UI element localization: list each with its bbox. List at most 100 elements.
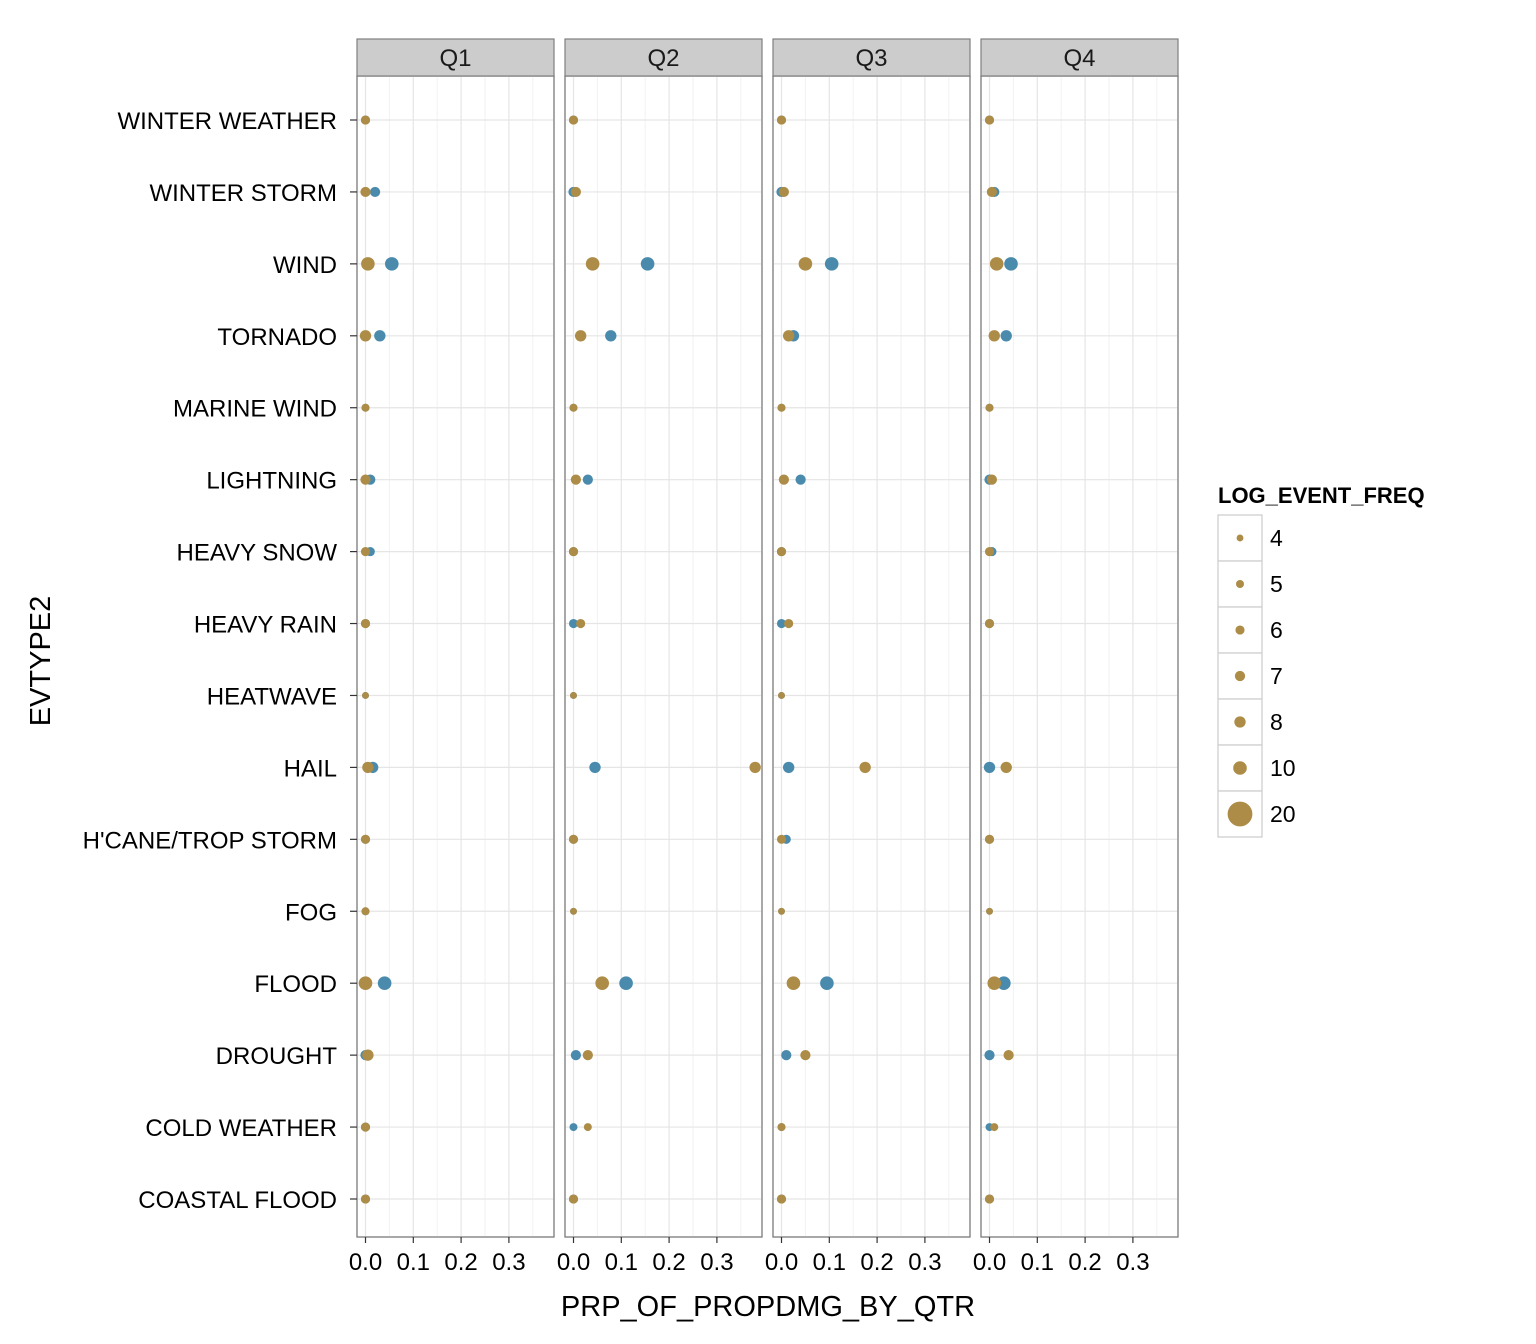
point-gold — [360, 1194, 371, 1204]
x-tick-label: 0.1 — [397, 1249, 430, 1276]
y-tick-label: HEAVY RAIN — [194, 612, 337, 639]
point-gold — [798, 257, 813, 271]
strip-background — [564, 38, 763, 77]
x-tick-label: 0.2 — [652, 1249, 685, 1276]
point-gold — [568, 834, 579, 844]
point-gold — [362, 761, 374, 774]
point-gold — [361, 257, 375, 271]
point-gold — [984, 834, 995, 844]
point-gold — [570, 474, 582, 485]
point-blue — [640, 257, 655, 271]
x-tick-label: 0.1 — [813, 1249, 846, 1276]
y-tick-label: WIND — [273, 252, 337, 279]
facet-panel-q1: Q1 0.0 0.1 0.2 0.3 — [349, 38, 555, 1276]
point-blue — [377, 976, 392, 990]
point-gold — [778, 907, 785, 915]
legend-label: 5 — [1270, 571, 1283, 597]
point-gold — [362, 1049, 374, 1061]
facet-panel-q4: Q4 0.0 0.1 0.2 0.3 — [973, 38, 1179, 1276]
x-tick-label: 0.0 — [557, 1249, 590, 1276]
y-tick-label: HEAVY SNOW — [177, 540, 338, 567]
y-tick-label: HEATWAVE — [207, 683, 337, 710]
point-gold — [778, 692, 785, 699]
strip-background — [772, 38, 971, 77]
point-gold — [582, 1050, 593, 1061]
point-gold — [984, 547, 995, 557]
legend-key-point — [1234, 716, 1246, 728]
y-tick-label: COLD WEATHER — [145, 1115, 337, 1142]
legend-key-point — [1236, 580, 1244, 588]
legend-key-point — [1235, 625, 1245, 635]
point-gold — [568, 547, 579, 557]
point-gold — [1000, 761, 1012, 774]
point-gold — [986, 907, 993, 915]
point-gold — [989, 257, 1004, 271]
legend-label: 4 — [1270, 525, 1283, 551]
point-gold — [778, 474, 790, 485]
point-blue — [782, 761, 795, 774]
point-gold — [585, 257, 600, 271]
panel-background — [356, 75, 555, 1238]
point-gold — [360, 1122, 371, 1132]
point-blue — [984, 1050, 995, 1061]
x-tick-label: 0.0 — [765, 1249, 798, 1276]
point-gold — [776, 115, 787, 125]
y-tick-label: WINTER WEATHER — [117, 108, 337, 135]
y-tick-label: HAIL — [284, 755, 337, 782]
point-gold — [986, 186, 998, 198]
strip-label: Q2 — [647, 45, 679, 72]
y-tick-label: WINTER STORM — [149, 180, 337, 207]
point-blue — [781, 1050, 792, 1061]
point-gold — [361, 907, 370, 916]
facet-panels: Q1 0.0 0.1 0.2 0.3 Q2 0.0 0.1 0.2 0.3 Q3 0.0 0.1 0.2 0… — [349, 38, 1179, 1276]
legend-label: 20 — [1270, 801, 1296, 827]
point-gold — [800, 1050, 811, 1061]
point-gold — [595, 976, 609, 990]
point-blue — [795, 474, 806, 485]
point-gold — [778, 186, 790, 198]
point-blue — [1004, 257, 1018, 271]
y-axis: COASTAL FLOOD COLD WEATHER DROUGHT FLOOD FOG… — [83, 108, 357, 1214]
y-tick-label: FOG — [285, 899, 337, 926]
point-gold — [776, 834, 787, 844]
point-blue — [384, 257, 399, 271]
x-tick-label: 0.1 — [605, 1249, 638, 1276]
x-tick-label: 0.3 — [1116, 1249, 1149, 1276]
legend-keys: 4 5 6 7 8 10 20 — [1217, 514, 1296, 838]
x-tick-label: 0.1 — [1021, 1249, 1054, 1276]
legend-key-point — [1234, 670, 1246, 682]
point-gold — [583, 1123, 592, 1132]
point-blue — [582, 474, 593, 485]
x-tick-label: 0.2 — [1068, 1249, 1101, 1276]
legend-label: 8 — [1270, 709, 1283, 735]
y-tick-label: MARINE WIND — [173, 396, 337, 423]
legend-key-box — [1217, 744, 1263, 792]
point-blue — [569, 1123, 578, 1132]
x-tick-label: 0.2 — [444, 1249, 477, 1276]
point-blue — [619, 976, 633, 990]
y-axis-title: EVTYPE2 — [25, 596, 57, 727]
y-tick-label: LIGHTNING — [206, 468, 337, 495]
point-gold — [784, 618, 794, 629]
y-tick-label: DROUGHT — [216, 1043, 338, 1070]
point-gold — [984, 1194, 995, 1204]
point-blue — [568, 618, 579, 629]
point-blue — [824, 257, 839, 271]
legend-label: 7 — [1270, 663, 1283, 689]
point-gold — [360, 186, 371, 198]
point-gold — [358, 976, 373, 990]
point-gold — [990, 1123, 999, 1132]
point-gold — [570, 907, 577, 915]
strip-label: Q4 — [1063, 45, 1095, 72]
x-tick-label: 0.0 — [349, 1249, 382, 1276]
point-blue — [369, 186, 381, 198]
point-gold — [360, 115, 371, 125]
x-axis-title: PRP_OF_PROPDMG_BY_QTR — [561, 1291, 975, 1323]
point-gold — [360, 474, 371, 485]
point-gold — [568, 1194, 579, 1204]
facet-panel-q2: Q2 0.0 0.1 0.2 0.3 — [557, 38, 763, 1276]
panel-background — [772, 75, 971, 1238]
point-gold — [568, 115, 579, 125]
x-tick-label: 0.0 — [973, 1249, 1006, 1276]
